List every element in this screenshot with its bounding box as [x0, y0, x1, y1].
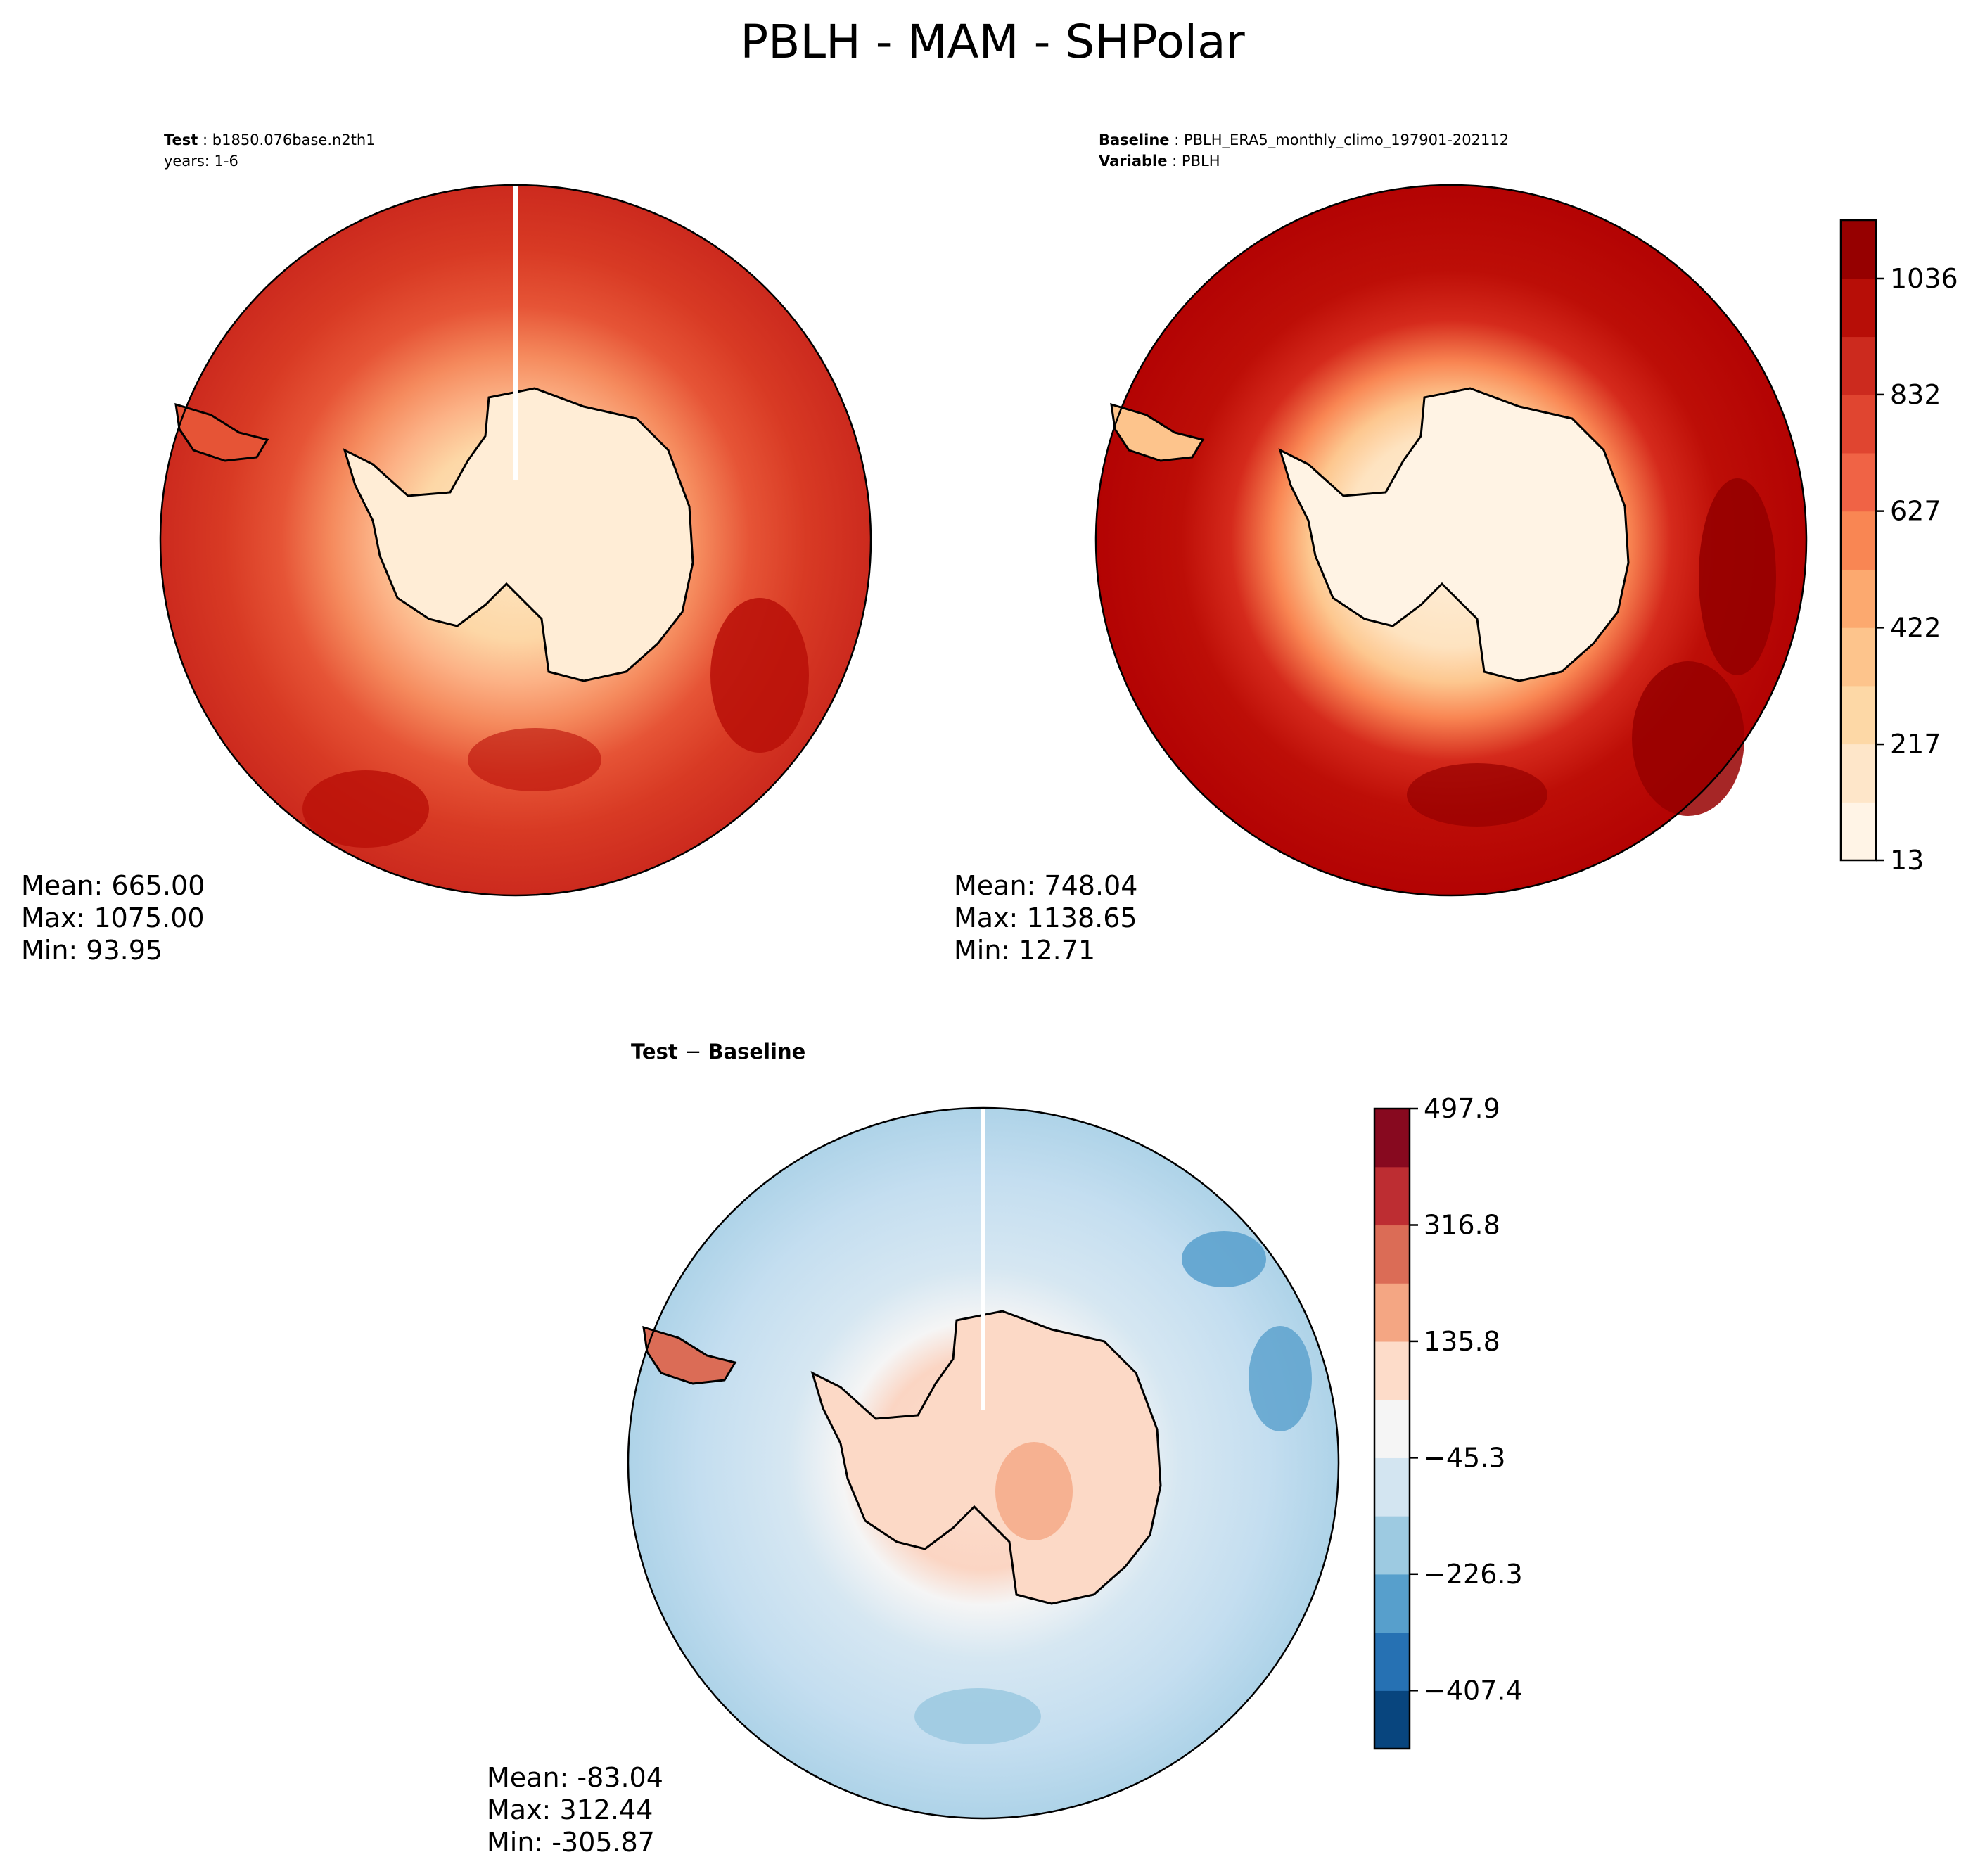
colorbar-main-swatch [1841, 511, 1876, 570]
difference-header-minus: − [678, 1040, 708, 1064]
difference-map-low-patch-south [914, 1688, 1041, 1744]
colorbar-main-tick-label: 1036 [1890, 263, 1958, 294]
colorbar-main-swatch [1841, 627, 1876, 687]
panel-difference: Test − Baseline Mean: -83.04 Max: 312.44… [487, 1040, 1340, 1858]
colorbar-diff-swatch [1374, 1283, 1410, 1342]
difference-header: Test − Baseline [631, 1040, 805, 1064]
difference-map-south-america-tip [642, 1325, 737, 1385]
panel-baseline: Baseline : PBLH_ERA5_monthly_climo_19790… [954, 132, 1808, 966]
colorbar-diff-tick-label: 497.9 [1424, 1093, 1500, 1124]
baseline-subheader-value: PBLH [1182, 153, 1220, 170]
baseline-map-antarctica [1278, 387, 1630, 682]
colorbar-main-tick-label: 13 [1890, 845, 1924, 876]
baseline-map-high-patch-east [1699, 478, 1776, 675]
colorbar-diff-swatch [1374, 1574, 1410, 1633]
colorbar-main-tick-label: 832 [1890, 379, 1941, 410]
difference-stat-min: Min: -305.87 [487, 1827, 655, 1858]
colorbar-diff-swatch [1374, 1225, 1410, 1284]
colorbar-main-swatch [1841, 802, 1876, 861]
colorbar-diff-swatch [1374, 1109, 1410, 1168]
difference-map-low-patch-east [1249, 1326, 1312, 1431]
figure-title: PBLH - MAM - SHPolar [740, 15, 1245, 69]
colorbar-diff-swatch [1374, 1341, 1410, 1400]
test-map-boundary [159, 184, 872, 897]
difference-map-seam [981, 1108, 985, 1410]
baseline-map [1094, 184, 1808, 897]
colorbar-main-swatch [1841, 685, 1876, 745]
test-header-label: Test [164, 132, 198, 148]
baseline-subheader-label: Variable [1099, 153, 1167, 170]
colorbar-main-swatch [1841, 569, 1876, 628]
baseline-header: Baseline : PBLH_ERA5_monthly_climo_19790… [1099, 132, 1509, 149]
baseline-map-south-america-tip [1110, 402, 1205, 462]
difference-map-antarctica [810, 1310, 1162, 1605]
colorbar-diff-tick-label: 135.8 [1424, 1326, 1500, 1357]
difference-map-low-patch-northeast [1182, 1231, 1266, 1287]
difference-stat-max: Max: 312.44 [487, 1794, 653, 1825]
colorbar-main-swatch [1841, 278, 1876, 338]
test-header: Test : b1850.076base.n2th1 [164, 132, 376, 148]
baseline-stat-mean: Mean: 748.04 [954, 870, 1137, 901]
colorbar-main-tick-label: 627 [1890, 496, 1941, 527]
colorbar-diff-frame [1373, 1107, 1411, 1750]
colorbar-diff-swatch [1374, 1457, 1410, 1517]
baseline-subheader: Variable : PBLH [1099, 153, 1220, 170]
colorbar-diff-tick-label: −407.4 [1424, 1675, 1523, 1706]
colorbar-main-swatch [1841, 744, 1876, 803]
colorbar-diff-tick-label: 316.8 [1424, 1209, 1500, 1240]
test-map-high-patch-center [468, 728, 601, 791]
test-map [159, 184, 872, 897]
baseline-map-high-patch-southeast [1632, 661, 1744, 816]
test-stat-mean: Mean: 665.00 [21, 870, 205, 901]
test-map-high-patch-south [302, 770, 429, 848]
colorbar-main-frame [1839, 219, 1877, 862]
colorbar-main-tick-label: 217 [1890, 729, 1941, 760]
colorbar-diff-swatch [1374, 1166, 1410, 1226]
difference-header-label: Test [631, 1040, 678, 1064]
difference-header-value: Baseline [708, 1040, 805, 1064]
colorbar-diff-swatch [1374, 1632, 1410, 1691]
baseline-header-label: Baseline [1099, 132, 1170, 148]
colorbar-diff-swatch [1374, 1516, 1410, 1575]
colorbar-diff-swatch [1374, 1690, 1410, 1749]
test-subheader: years: 1-6 [164, 153, 238, 170]
colorbar-diff: −407.4 −226.3 −45.3 135.8 316.8 497.9 [1373, 1093, 1523, 1750]
baseline-map-high-patch-south [1407, 763, 1547, 827]
test-map-antarctica [343, 387, 694, 682]
panel-test: Test : b1850.076base.n2th1 years: 1-6 Me… [21, 132, 872, 966]
baseline-header-value: PBLH_ERA5_monthly_climo_197901-202112 [1184, 132, 1509, 149]
colorbar-main-swatch [1841, 395, 1876, 454]
colorbar-diff-tick-label: −226.3 [1424, 1559, 1523, 1590]
baseline-map-boundary [1094, 184, 1808, 897]
colorbar-diff-swatch [1374, 1399, 1410, 1458]
test-map-high-patch-east [710, 598, 809, 753]
difference-map-high-patch [995, 1442, 1073, 1540]
difference-stat-mean: Mean: -83.04 [487, 1762, 663, 1793]
colorbar-main-swatch [1841, 220, 1876, 279]
difference-map-boundary [627, 1106, 1340, 1820]
colorbar-main-tick-label: 422 [1890, 612, 1941, 643]
colorbar-main: 13 217 422 627 832 1036 [1839, 219, 1958, 876]
colorbar-main-swatch [1841, 452, 1876, 512]
test-map-south-america-tip [174, 402, 269, 462]
colorbar-diff-tick-label: −45.3 [1424, 1442, 1505, 1473]
baseline-stat-max: Max: 1138.65 [954, 902, 1137, 933]
test-stat-max: Max: 1075.00 [21, 902, 205, 933]
colorbar-main-swatch [1841, 336, 1876, 395]
test-map-seam [513, 185, 518, 480]
test-stat-min: Min: 93.95 [21, 935, 162, 966]
difference-map [627, 1106, 1340, 1820]
test-header-value: b1850.076base.n2th1 [212, 132, 376, 148]
baseline-stat-min: Min: 12.71 [954, 935, 1095, 966]
